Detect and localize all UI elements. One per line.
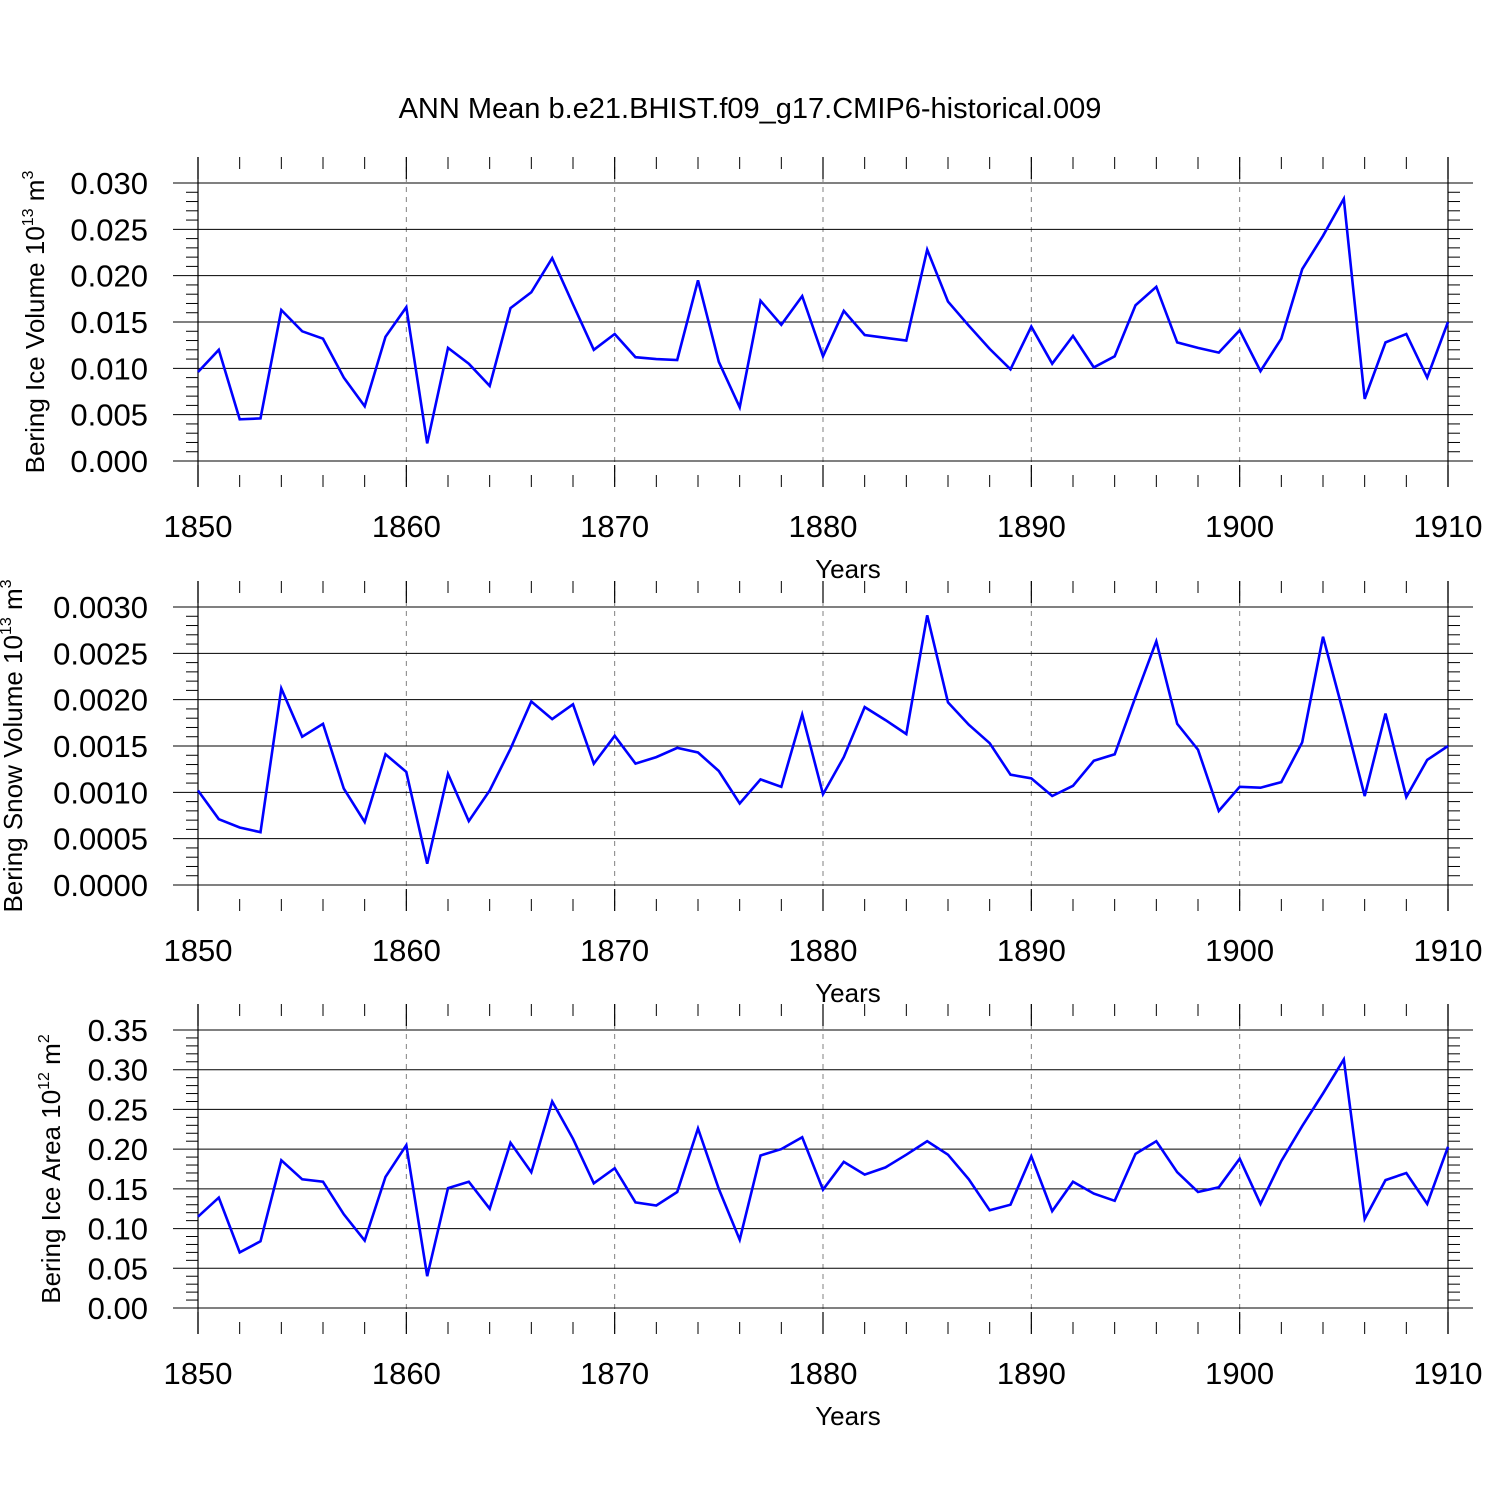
x-axis-title: Years [815,1401,881,1431]
x-tick-label: 1880 [789,933,858,968]
y-tick-label: 0.0030 [53,590,148,625]
y-axis-title-text: Bering Snow Volume 10 [0,635,28,913]
y-axis-title-unit: m [0,588,28,617]
y-tick-label: 0.20 [88,1132,148,1167]
y-tick-label: 0.10 [88,1212,148,1247]
y-axis-title-exponent: 13 [20,208,37,226]
panel-ice-area: 0.00 0.05 0.10 0.15 0.20 0.25 0.30 0.35 1850 1860… [36,1004,1482,1431]
y-tick-label: 0.0015 [53,729,148,764]
x-tick-label: 1910 [1414,509,1483,544]
x-tick-label: 1890 [997,933,1066,968]
y-tick-label: 0.05 [88,1251,148,1286]
x-tick-label: 1860 [372,933,441,968]
y-tick-label: 0.15 [88,1172,148,1207]
x-tick-label: 1850 [164,1356,233,1391]
series-line [197,194,1450,444]
y-axis-title-exponent: 13 [0,617,15,635]
panel-snow-volume: 0.0000 0.0005 0.0010 0.0015 0.0020 0.0025 0.00… [0,579,1482,1008]
x-tick-label: 1900 [1205,1356,1274,1391]
x-tick-label: 1890 [997,509,1066,544]
x-tick-label: 1870 [580,1356,649,1391]
y-tick-label: 0.25 [88,1092,148,1127]
series-line [197,1055,1450,1277]
y-tick-label: 0.0010 [53,775,148,810]
series-line [196,614,1449,864]
x-tick-label: 1880 [789,509,858,544]
y-tick-label: 0.00 [88,1291,148,1326]
x-tick-label: 1910 [1414,933,1483,968]
figure-title: ANN Mean b.e21.BHIST.f09_g17.CMIP6-histo… [399,93,1102,125]
y-axis-title-text: Bering Ice Volume 10 [20,226,50,473]
y-axis-title-exponent: 12 [36,1072,53,1090]
x-axis-title: Years [815,554,881,584]
y-tick-label: 0.030 [70,166,148,201]
y-tick-label: 0.015 [70,305,148,340]
x-tick-label: 1870 [580,933,649,968]
y-tick-label: 0.000 [70,444,148,479]
y-tick-label: 0.0000 [53,868,148,903]
y-axis-title: Bering Snow Volume 1013 m3 [0,579,28,912]
y-tick-label: 0.0020 [53,683,148,718]
x-tick-label: 1900 [1205,933,1274,968]
x-tick-label: 1910 [1414,1356,1483,1391]
y-axis-title-unit-exponent: 3 [20,171,37,180]
x-tick-label: 1850 [164,509,233,544]
y-tick-label: 0.025 [70,212,148,247]
y-tick-label: 0.0025 [53,636,148,671]
y-tick-label: 0.35 [88,1013,148,1048]
x-tick-label: 1890 [997,1356,1066,1391]
panel-ice-volume: 0.000 0.005 0.010 0.015 0.020 0.025 0.030 1850 1… [20,157,1482,584]
x-tick-label: 1860 [372,509,441,544]
y-tick-label: 0.010 [70,351,148,386]
x-tick-label: 1860 [372,1356,441,1391]
y-tick-label: 0.0005 [53,822,148,857]
y-axis-title: Bering Ice Volume 1013 m3 [20,171,50,474]
y-axis-title: Bering Ice Area 1012 m2 [36,1034,66,1304]
x-tick-label: 1850 [164,933,233,968]
x-tick-label: 1880 [789,1356,858,1391]
y-tick-label: 0.020 [70,259,148,294]
x-tick-label: 1870 [580,509,649,544]
y-tick-label: 0.30 [88,1053,148,1088]
y-axis-title-unit-exponent: 2 [36,1034,53,1043]
y-tick-label: 0.005 [70,398,148,433]
y-axis-title-text: Bering Ice Area 10 [36,1090,66,1304]
x-axis-title: Years [815,978,881,1008]
y-axis-title-unit-exponent: 3 [0,579,15,588]
y-axis-title-unit: m [20,180,50,209]
x-tick-label: 1900 [1205,509,1274,544]
y-axis-title-unit: m [36,1043,66,1072]
